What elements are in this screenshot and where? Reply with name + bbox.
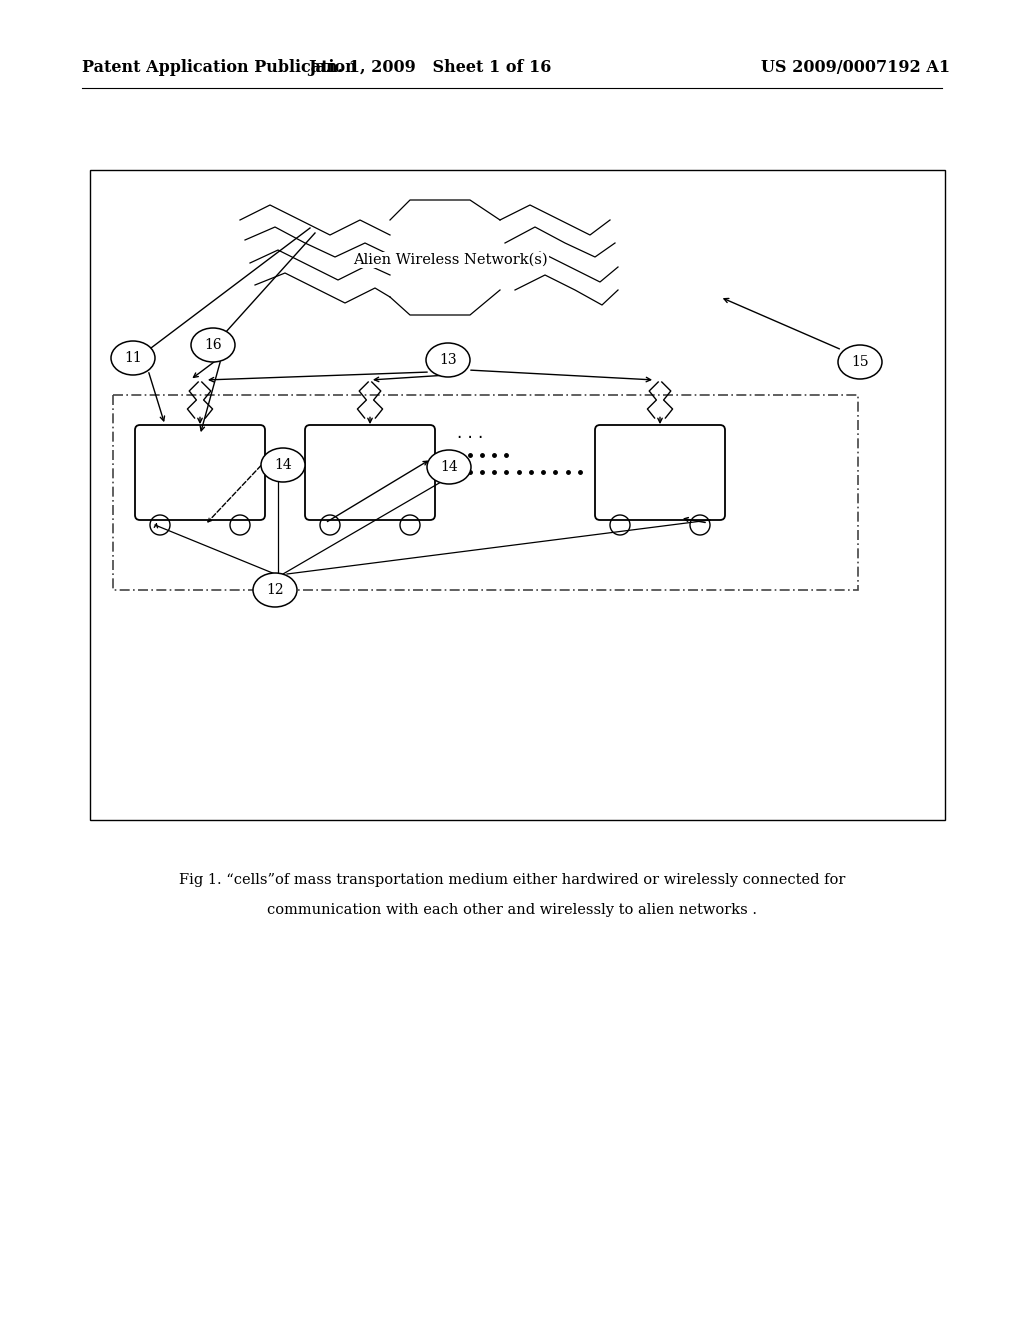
Text: Alien Wireless Network(s): Alien Wireless Network(s) <box>352 253 547 267</box>
Bar <box>113 395 858 590</box>
Text: Jan. 1, 2009   Sheet 1 of 16: Jan. 1, 2009 Sheet 1 of 16 <box>308 59 552 77</box>
Text: 14: 14 <box>274 458 292 473</box>
FancyBboxPatch shape <box>305 425 435 520</box>
Text: Patent Application Publication: Patent Application Publication <box>82 59 356 77</box>
Text: communication with each other and wirelessly to alien networks .: communication with each other and wirele… <box>267 903 757 917</box>
Ellipse shape <box>426 343 470 378</box>
Text: 11: 11 <box>124 351 142 366</box>
Text: 14: 14 <box>440 459 458 474</box>
Text: Fig 1. “cells”of mass transportation medium either hardwired or wirelessly conne: Fig 1. “cells”of mass transportation med… <box>179 873 845 887</box>
Text: 16: 16 <box>204 338 222 352</box>
Ellipse shape <box>838 345 882 379</box>
Ellipse shape <box>111 341 155 375</box>
Text: 12: 12 <box>266 583 284 597</box>
Bar <box>90 170 945 820</box>
Ellipse shape <box>253 573 297 607</box>
FancyBboxPatch shape <box>135 425 265 520</box>
Ellipse shape <box>427 450 471 484</box>
Text: · · ·: · · · <box>457 429 483 447</box>
Ellipse shape <box>261 447 305 482</box>
FancyBboxPatch shape <box>595 425 725 520</box>
Ellipse shape <box>191 327 234 362</box>
Text: 13: 13 <box>439 352 457 367</box>
Text: US 2009/0007192 A1: US 2009/0007192 A1 <box>761 59 950 77</box>
Text: 15: 15 <box>851 355 868 370</box>
